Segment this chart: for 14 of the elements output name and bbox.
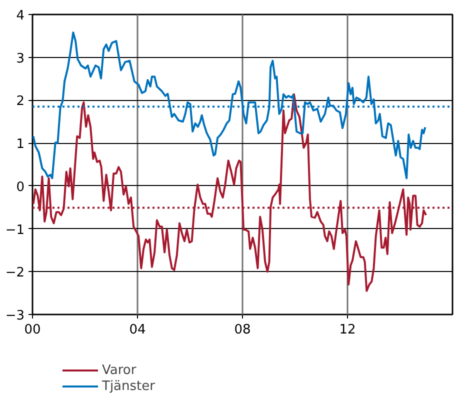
y-tick-label: 3 (16, 51, 25, 66)
y-tick-label: 1 (16, 137, 25, 152)
y-tick-label: −1 (5, 222, 25, 238)
y-tick-label: −3 (5, 308, 25, 324)
y-tick-label: −2 (5, 266, 25, 281)
y-tick-label: 0 (16, 180, 25, 195)
x-tick-label: 00 (24, 322, 41, 338)
y-tick-label: 4 (16, 8, 25, 24)
y-tick-label: 2 (16, 94, 25, 110)
legend-label: Varor (102, 362, 136, 378)
x-tick-label: 04 (129, 322, 146, 338)
x-tick-label: 12 (339, 322, 356, 338)
legend-label: Tjänster (102, 378, 155, 394)
x-tick-label: 08 (234, 322, 251, 338)
